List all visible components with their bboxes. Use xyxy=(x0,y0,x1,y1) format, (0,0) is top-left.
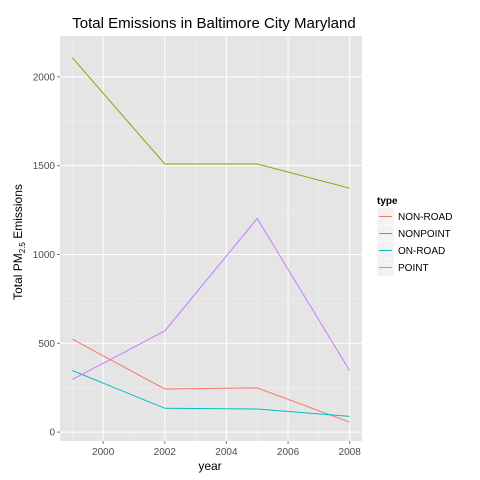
x-tick-label: 2000 xyxy=(92,447,115,458)
legend-label: POINT xyxy=(398,263,429,274)
x-axis-title: year xyxy=(198,459,221,473)
y-tick-label: 0 xyxy=(49,428,55,439)
series-lines xyxy=(71,57,351,423)
x-tick-label: 2006 xyxy=(277,447,300,458)
legend: type NON-ROAD NONPOINT ON-ROAD POINT xyxy=(376,196,452,277)
y-tick-label: 500 xyxy=(38,339,55,350)
series-line-non-road xyxy=(72,338,350,423)
series-line-nonpoint xyxy=(71,57,350,189)
x-tick-label: 2008 xyxy=(339,447,362,458)
legend-label: NONPOINT xyxy=(398,229,451,240)
legend-title: type xyxy=(377,196,398,207)
axes: 2000 2002 2004 2006 2008 0 500 1000 1500 2000 xyxy=(33,72,361,458)
y-axis-title-main: Total PM xyxy=(11,253,25,300)
grid xyxy=(60,36,362,441)
y-axis-title: Total PM2.5 Emissions xyxy=(11,184,27,300)
panel-background xyxy=(60,36,362,441)
chart-title: Total Emissions in Baltimore City Maryla… xyxy=(72,15,355,32)
legend-label: ON-ROAD xyxy=(398,246,445,257)
x-tick-label: 2004 xyxy=(215,447,238,458)
series-line-on-road xyxy=(72,370,350,417)
x-tick-label: 2002 xyxy=(154,447,177,458)
plot-panel xyxy=(60,36,362,441)
y-tick-label: 1500 xyxy=(33,161,56,172)
y-axis-title-tail: Emissions xyxy=(11,184,25,242)
y-tick-label: 1000 xyxy=(33,250,56,261)
legend-label: NON-ROAD xyxy=(398,212,452,223)
series-line-point xyxy=(72,217,351,380)
y-tick-label: 2000 xyxy=(33,72,56,83)
y-axis-title-subscript: 2.5 xyxy=(18,242,27,254)
